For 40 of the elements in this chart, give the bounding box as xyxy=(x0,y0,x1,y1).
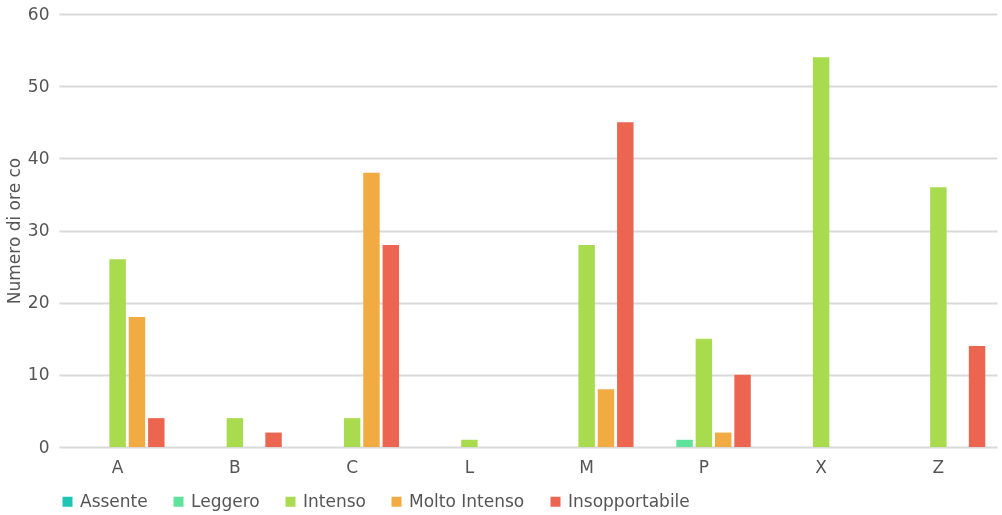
bar xyxy=(363,172,380,447)
bar xyxy=(148,418,165,447)
bar xyxy=(109,259,126,447)
x-tick-label: Z xyxy=(932,456,945,477)
legend-label: Molto Intenso xyxy=(409,490,525,511)
legend-label: Intenso xyxy=(303,490,366,511)
bar xyxy=(226,418,244,447)
bar xyxy=(930,187,947,447)
x-tick-label: C xyxy=(346,456,359,477)
bar xyxy=(597,389,615,447)
bar xyxy=(382,244,400,447)
legend-label: Assente xyxy=(80,490,148,511)
x-tick-label: M xyxy=(579,456,594,477)
y-tick-label: 60 xyxy=(27,3,50,24)
legend-label: Insopportabile xyxy=(568,490,690,511)
bar xyxy=(695,338,713,447)
bar xyxy=(734,374,751,447)
y-tick-label: 50 xyxy=(27,75,50,96)
bar xyxy=(617,122,634,447)
bar xyxy=(676,439,693,447)
y-tick-label: 0 xyxy=(38,436,50,457)
x-tick-label: P xyxy=(698,456,710,477)
bar xyxy=(343,418,361,447)
bar xyxy=(461,439,478,447)
y-axis-title: Numero di ore co xyxy=(3,157,24,305)
y-tick-label: 20 xyxy=(27,292,50,313)
bar xyxy=(715,432,732,447)
x-tick-label: A xyxy=(111,456,124,477)
y-tick-label: 40 xyxy=(27,147,50,168)
bar xyxy=(578,244,595,447)
bar xyxy=(968,345,986,447)
bar xyxy=(128,317,146,447)
x-tick-label: L xyxy=(464,456,475,477)
bar xyxy=(812,57,830,447)
x-tick-label: B xyxy=(229,456,241,477)
y-tick-label: 10 xyxy=(27,364,50,385)
x-tick-label: X xyxy=(815,456,828,477)
legend-label: Leggero xyxy=(191,490,260,511)
y-tick-label: 30 xyxy=(27,220,50,240)
bar xyxy=(265,432,282,447)
